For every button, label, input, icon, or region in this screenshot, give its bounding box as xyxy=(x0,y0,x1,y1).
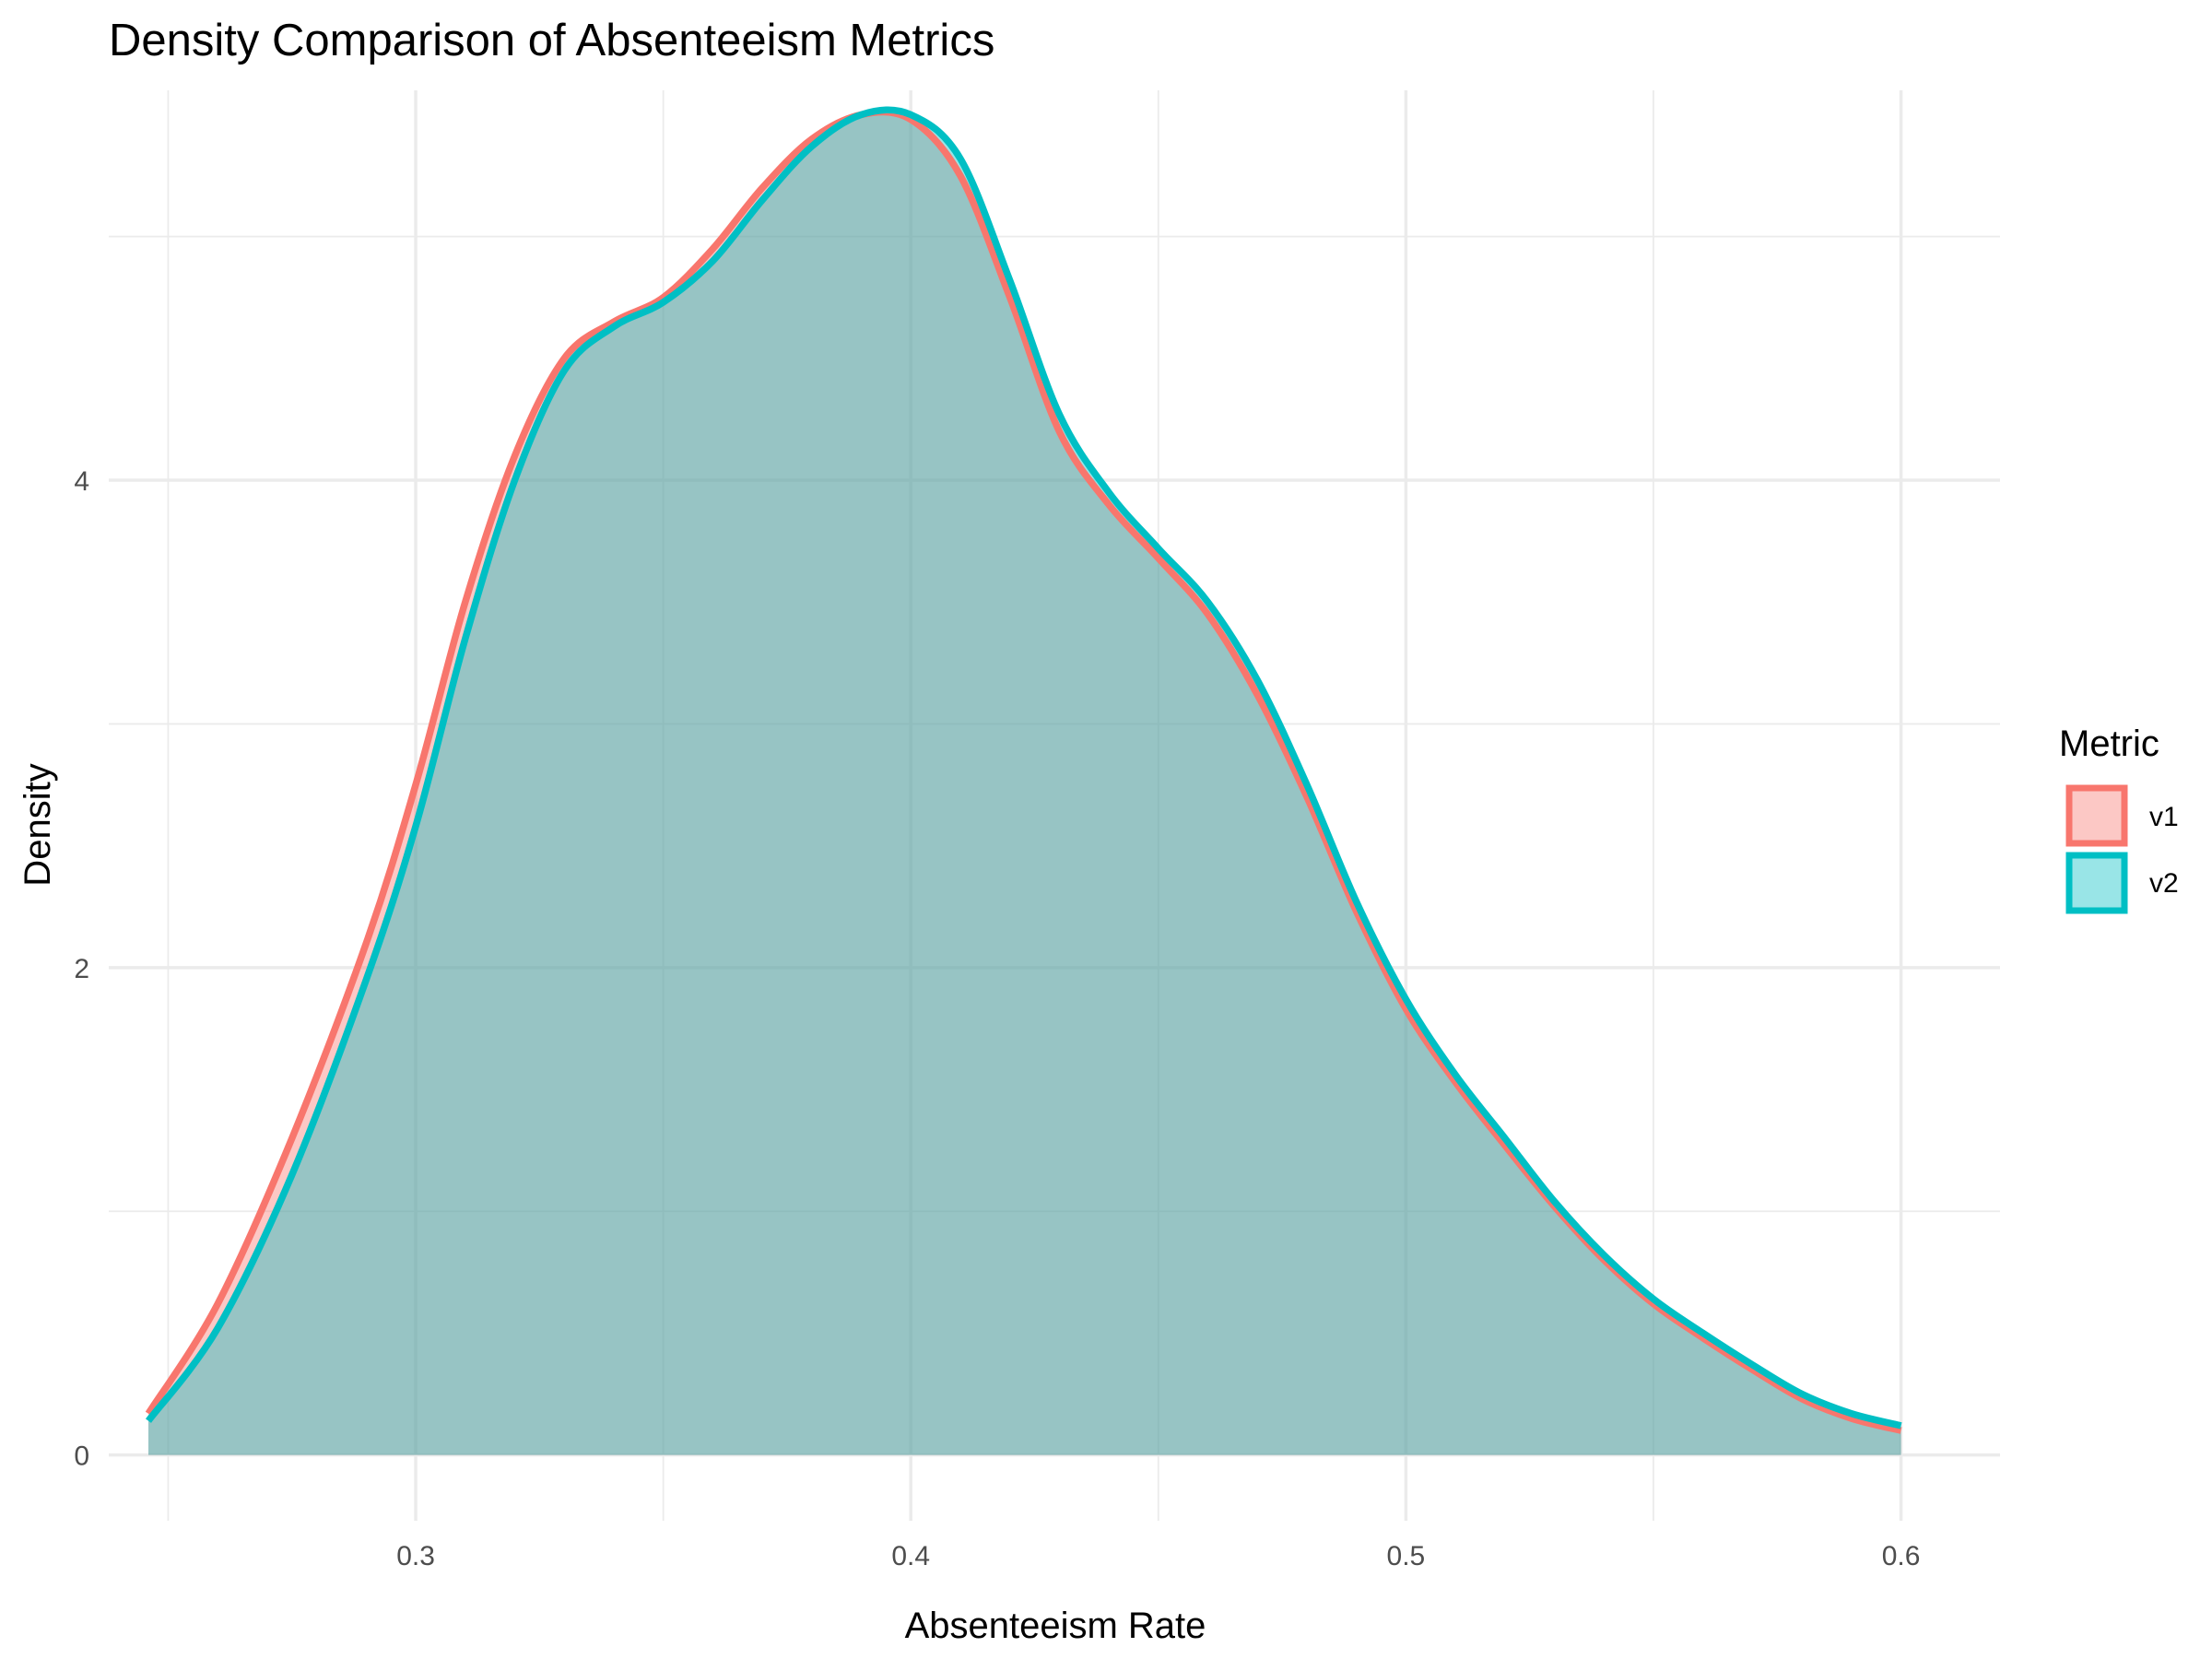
legend: Metric v1 v2 xyxy=(2059,724,2179,914)
chart-title: Density Comparison of Absenteeism Metric… xyxy=(109,16,994,65)
grid xyxy=(109,90,2000,1521)
density-lines xyxy=(145,106,1902,1434)
x-tick-label: 0.3 xyxy=(396,1541,435,1571)
legend-label-v2: v2 xyxy=(2149,868,2179,899)
x-axis-title: Absenteeism Rate xyxy=(905,1606,1206,1646)
y-tick-label: 0 xyxy=(74,1441,89,1472)
x-tick-label: 0.4 xyxy=(891,1541,930,1571)
y-tick-label: 2 xyxy=(74,954,89,984)
y-axis-title: Density xyxy=(18,763,58,886)
density-area-v2 xyxy=(148,110,1901,1455)
legend-label-v1: v1 xyxy=(2149,802,2179,832)
density-areas xyxy=(148,110,1901,1455)
y-axis-ticks: 0 2 4 xyxy=(74,466,89,1472)
legend-key-v2 xyxy=(2065,852,2128,914)
x-tick-label: 0.5 xyxy=(1387,1541,1426,1571)
y-tick-label: 4 xyxy=(74,466,89,497)
density-area-v1 xyxy=(148,112,1901,1455)
x-axis-ticks: 0.3 0.4 0.5 0.6 xyxy=(396,1541,1920,1571)
density-line-v2 xyxy=(145,106,1902,1430)
x-tick-label: 0.6 xyxy=(1882,1541,1921,1571)
legend-key-v1 xyxy=(2065,784,2128,847)
legend-title: Metric xyxy=(2059,724,2159,764)
